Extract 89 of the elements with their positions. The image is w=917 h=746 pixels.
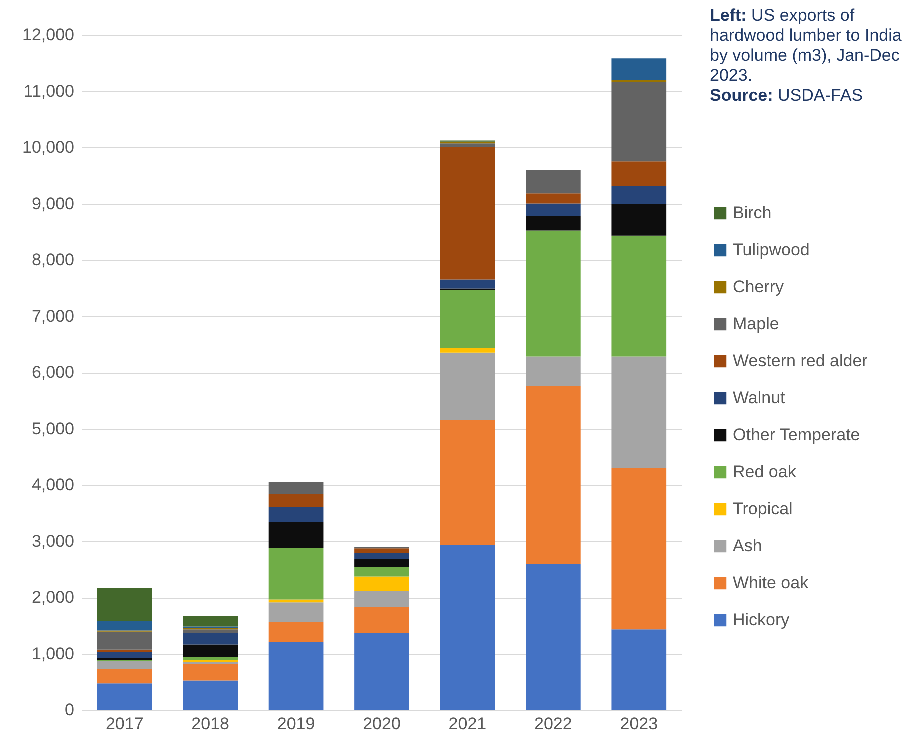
bar: [526, 204, 581, 216]
x-tick-label: 2022: [534, 714, 572, 734]
x-tick-label: 2021: [448, 714, 487, 734]
source-note: Source: USDA-FAS: [710, 86, 864, 106]
bar: [268, 482, 324, 494]
bar: [268, 506, 324, 522]
x-tick-label: 2019: [277, 714, 316, 734]
bar: [354, 607, 410, 634]
bar: [612, 58, 667, 80]
bar: [612, 186, 667, 204]
legend-label: Western red alder: [733, 352, 868, 370]
bar: [97, 632, 152, 650]
bar: [183, 680, 238, 710]
y-tick-label: 1,000: [32, 644, 74, 664]
legend-label: Maple: [733, 314, 780, 334]
bar: [440, 348, 496, 353]
legend-label: White oak: [733, 574, 810, 592]
x-tick-label: 2023: [620, 714, 658, 734]
y-tick-label: 8,000: [32, 250, 74, 270]
y-tick-label: 3,000: [32, 532, 74, 551]
bar: [268, 494, 324, 507]
legend-label: Walnut: [733, 388, 786, 408]
bar: [97, 670, 152, 684]
bar: [612, 162, 667, 186]
bar: [97, 684, 152, 710]
legend-label: Ash: [733, 536, 762, 556]
y-tick-label: 4,000: [32, 476, 74, 494]
bar: [268, 602, 324, 622]
bar: [440, 420, 496, 546]
bar: [97, 588, 152, 622]
bar: [354, 591, 410, 608]
bar: [440, 290, 496, 348]
bar: [440, 280, 496, 289]
bar: [612, 236, 667, 357]
bar: [440, 545, 496, 710]
bar: [268, 548, 324, 600]
bar: [612, 356, 667, 468]
text: Left: US exports of hardwood lumber to India by volume (m3), Jan-Dec 2023.: [710, 6, 903, 86]
legend-label: Birch: [733, 204, 772, 222]
bar: [183, 664, 238, 681]
bar: [440, 352, 496, 420]
y-tick-label: 5,000: [32, 419, 74, 438]
y-tick-label: 10,000: [22, 138, 74, 157]
bar: [354, 553, 410, 560]
bar: [440, 144, 496, 147]
bar: [183, 630, 238, 633]
legend-label: Hickory: [733, 610, 790, 630]
bar: [612, 468, 667, 630]
bar: [268, 622, 324, 642]
legend-label: Tropical: [733, 500, 793, 518]
bar: [354, 634, 410, 710]
bar: [526, 564, 581, 710]
legend-label: Cherry: [733, 278, 785, 296]
bar: [526, 194, 581, 204]
y-tick-label: 11,000: [24, 82, 74, 101]
y-tick-label: 12,000: [22, 26, 74, 44]
x-tick-label: 2020: [363, 714, 401, 734]
bar: [526, 230, 581, 357]
bar: [440, 146, 496, 280]
bar: [526, 170, 581, 194]
legend-label: Red oak: [733, 462, 797, 482]
bar: [612, 204, 667, 236]
bar: [97, 652, 152, 658]
bar: [526, 386, 581, 564]
bar: [354, 576, 410, 592]
bar: [526, 356, 581, 386]
bar: [268, 522, 324, 548]
bar: [97, 621, 152, 631]
bar: [183, 634, 238, 645]
bar: [354, 559, 410, 568]
x-tick-label: 2018: [192, 714, 230, 734]
y-tick-label: 9,000: [32, 194, 74, 214]
legend-label: Tulipwood: [733, 240, 810, 260]
bar: [354, 548, 410, 554]
bar: [268, 642, 324, 710]
bar: [183, 644, 238, 658]
x-tick-label: 2017: [106, 714, 144, 734]
bar: [612, 82, 667, 162]
y-tick-label: 0: [65, 700, 74, 720]
bar: [183, 616, 238, 627]
bar: [97, 661, 152, 670]
y-tick-label: 6,000: [32, 363, 74, 382]
bar: [354, 567, 410, 577]
bar: [526, 216, 581, 231]
y-tick-label: 7,000: [32, 306, 74, 326]
bar: [612, 630, 667, 710]
legend-label: Other Temperate: [733, 426, 860, 444]
y-tick-label: 2,000: [32, 588, 74, 607]
bar: [183, 657, 238, 660]
